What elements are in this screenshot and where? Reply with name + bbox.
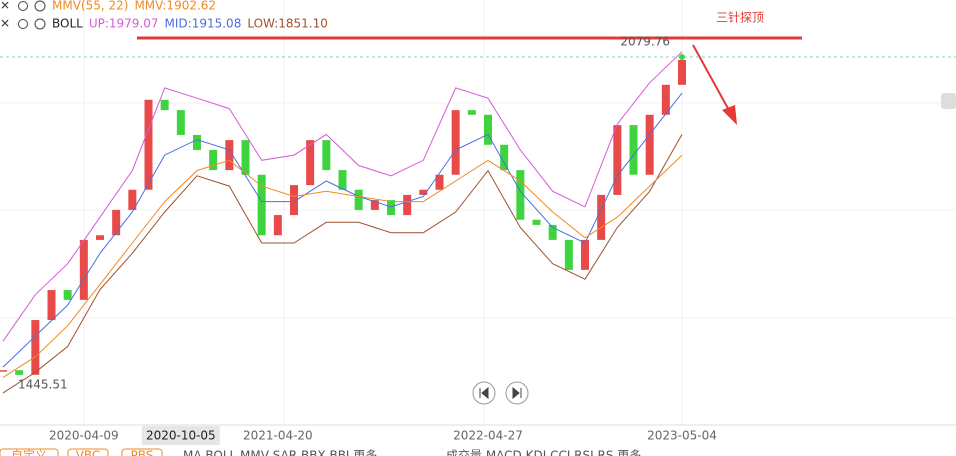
candle xyxy=(629,125,638,175)
toolbar-button[interactable] xyxy=(67,448,109,456)
side-button[interactable] xyxy=(941,93,956,109)
settings-icon xyxy=(18,1,28,11)
candle xyxy=(532,219,541,225)
indicator-name: MMV(55, 22) xyxy=(52,0,128,13)
eye-icon xyxy=(34,18,46,30)
candle xyxy=(338,170,347,190)
candle xyxy=(516,170,525,220)
candle xyxy=(451,110,460,175)
candle xyxy=(322,140,331,171)
toolbar-button[interactable] xyxy=(0,448,59,456)
candle xyxy=(564,239,573,270)
candle xyxy=(581,239,589,270)
candle xyxy=(484,114,492,145)
candle xyxy=(241,140,250,175)
x-tick-label: 2021-04-20 xyxy=(243,429,313,443)
annotation: 三针探顶 xyxy=(716,10,764,25)
candle xyxy=(678,59,686,85)
candle xyxy=(15,370,24,375)
indicator-readout: UP:1979.07 xyxy=(89,17,159,31)
candle xyxy=(419,189,428,195)
candle xyxy=(645,114,654,175)
x-tick-label: 2022-04-27 xyxy=(453,429,523,443)
candle xyxy=(435,174,444,190)
x-tick-label: 2020-04-09 xyxy=(49,429,119,443)
indicator-line xyxy=(2,92,683,368)
candle xyxy=(63,290,72,300)
close-icon: ✕ xyxy=(0,0,10,13)
candle xyxy=(597,194,606,240)
x-tick-label: 2020-10-05 xyxy=(146,429,216,443)
indicator-line xyxy=(2,154,683,378)
candle xyxy=(613,125,622,195)
indicator-readout: MID:1915.08 xyxy=(165,17,242,31)
toolbar-label: PBS xyxy=(131,449,154,456)
candle xyxy=(31,320,40,375)
grid xyxy=(0,0,956,425)
arrow xyxy=(692,44,731,113)
candle xyxy=(306,140,315,186)
candle xyxy=(273,215,282,236)
indicator-line xyxy=(2,134,683,394)
candle xyxy=(176,110,185,135)
toolbar-label: 自定义 xyxy=(11,448,47,456)
indicator-name: BOLL xyxy=(52,17,83,31)
candle xyxy=(354,189,363,210)
candle xyxy=(548,224,557,240)
candle xyxy=(160,99,169,111)
high-label: 2079.76 xyxy=(620,34,670,48)
indicator-readout: LOW:1851.10 xyxy=(247,17,328,31)
indicator-line xyxy=(2,51,683,342)
candle xyxy=(79,239,88,300)
candle xyxy=(403,194,412,216)
arrow-head xyxy=(722,105,737,125)
candle xyxy=(112,209,121,236)
candle xyxy=(128,189,137,210)
settings-icon xyxy=(18,19,28,29)
toolbar-main: MA BOLL MMV SAR BBX BBI 更多 xyxy=(183,449,377,456)
toolbar-sub: 成交量 MACD KDJ CCI RSI RS 更多 xyxy=(446,448,641,456)
prev-icon xyxy=(479,386,489,400)
close-icon: ✕ xyxy=(0,17,10,31)
candle xyxy=(144,99,153,190)
candle xyxy=(467,110,476,115)
next-icon xyxy=(512,386,522,400)
candle xyxy=(500,144,509,171)
candle xyxy=(370,200,379,210)
candle xyxy=(47,290,56,321)
candle xyxy=(96,235,104,240)
toolbar-label: VBC xyxy=(76,449,101,456)
candle xyxy=(290,185,298,216)
candle xyxy=(661,84,670,115)
candle xyxy=(209,149,218,171)
candle xyxy=(387,200,395,216)
candle xyxy=(225,140,234,171)
candle xyxy=(0,370,7,372)
eye-icon xyxy=(34,0,46,12)
x-tick-label: 2023-05-04 xyxy=(647,429,717,443)
x-label-highlight xyxy=(141,426,220,445)
indicator-readout: MMV:1902.62 xyxy=(134,0,216,13)
toolbar-button[interactable] xyxy=(121,448,163,456)
low-label: 1445.51 xyxy=(18,377,68,391)
high-point xyxy=(679,53,685,60)
candle xyxy=(193,134,201,150)
candle xyxy=(257,174,266,236)
